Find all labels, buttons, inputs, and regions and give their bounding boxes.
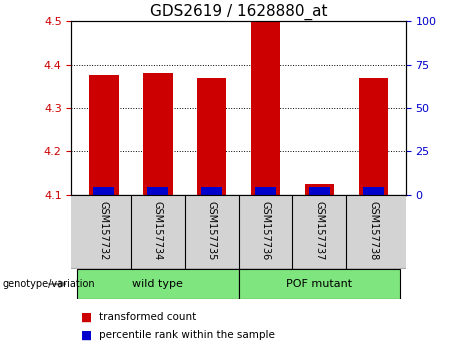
Bar — [77, 269, 239, 299]
Bar — [197, 79, 226, 195]
Title: GDS2619 / 1628880_at: GDS2619 / 1628880_at — [150, 4, 327, 20]
Bar — [251, 21, 280, 195]
Bar — [89, 75, 118, 195]
Text: GSM157735: GSM157735 — [207, 201, 217, 260]
Bar — [255, 187, 276, 195]
Bar — [239, 269, 400, 299]
Text: percentile rank within the sample: percentile rank within the sample — [99, 330, 275, 340]
Bar — [143, 73, 172, 195]
Text: GSM157734: GSM157734 — [153, 201, 163, 260]
Bar — [363, 187, 384, 195]
Bar — [148, 187, 168, 195]
Bar — [359, 79, 388, 195]
Text: ■: ■ — [81, 329, 92, 342]
Text: GSM157737: GSM157737 — [314, 201, 325, 260]
Text: transformed count: transformed count — [99, 312, 196, 322]
Text: wild type: wild type — [132, 279, 183, 289]
Text: ■: ■ — [81, 310, 92, 323]
Text: genotype/variation: genotype/variation — [2, 279, 95, 289]
Text: POF mutant: POF mutant — [286, 279, 353, 289]
Bar — [309, 187, 330, 195]
Text: GSM157736: GSM157736 — [260, 201, 271, 260]
Bar — [305, 184, 334, 195]
Text: GSM157738: GSM157738 — [368, 201, 378, 260]
Bar — [94, 187, 114, 195]
Bar — [201, 187, 222, 195]
Text: GSM157732: GSM157732 — [99, 201, 109, 260]
